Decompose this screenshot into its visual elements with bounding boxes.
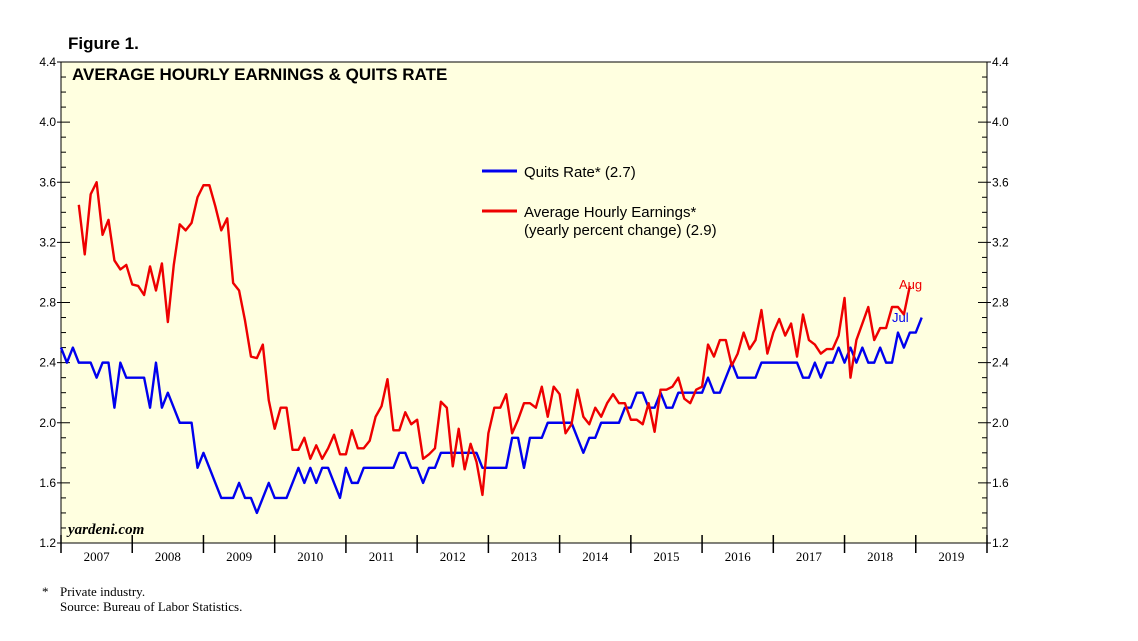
x-axis: 2007 2008 2009 2010 2011 2012 2013 2014 2015 2016… [60, 535, 988, 564]
end-label-earnings: Aug [899, 277, 922, 292]
footnote-line2: Source: Bureau of Labor Statistics. [60, 599, 243, 614]
x-tick-label: 2012 [440, 549, 466, 564]
y-tick-label-left: 2.0 [39, 416, 56, 430]
footnote-marker: * [42, 584, 49, 599]
figure-label: Figure 1. [68, 34, 139, 53]
y-tick-label-right: 2.0 [992, 416, 1009, 430]
y-tick-label-left: 1.2 [39, 536, 56, 550]
legend-label-earnings-line2: (yearly percent change) (2.9) [524, 222, 717, 239]
y-tick-label-right: 1.2 [992, 536, 1009, 550]
x-tick-label: 2015 [653, 549, 679, 564]
x-tick-label: 2019 [938, 549, 964, 564]
x-tick-label: 2011 [369, 549, 395, 564]
legend-label-earnings: Average Hourly Earnings* [524, 204, 696, 221]
footnote-line1: Private industry. [60, 584, 146, 599]
end-label-quits: Jul [892, 310, 909, 325]
x-tick-label: 2010 [297, 549, 323, 564]
footnote: * Private industry. Source: Bureau of Lab… [42, 584, 242, 614]
y-tick-label-right: 4.4 [992, 55, 1009, 69]
chart: 1.2 1.6 2.0 2.4 2.8 3.2 3.6 4.0 4.4 1.2 1.6 2.0 2.4… [39, 55, 1009, 564]
x-tick-label: 2013 [511, 549, 537, 564]
legend-label-quits: Quits Rate* (2.7) [524, 164, 636, 181]
x-tick-label: 2016 [725, 549, 752, 564]
y-axis-left: 1.2 1.6 2.0 2.4 2.8 3.2 3.6 4.0 4.4 [39, 55, 70, 550]
y-tick-label-left: 3.2 [39, 235, 56, 249]
chart-title: AVERAGE HOURLY EARNINGS & QUITS RATE [72, 65, 447, 84]
x-tick-label: 2018 [867, 549, 893, 564]
y-tick-label-left: 3.6 [39, 175, 56, 189]
legend: Quits Rate* (2.7) Average Hourly Earning… [482, 164, 717, 239]
y-tick-label-right: 2.4 [992, 356, 1009, 370]
y-tick-label-left: 1.6 [39, 476, 56, 490]
y-tick-label-right: 3.2 [992, 235, 1009, 249]
series-layer [59, 181, 923, 515]
series-line-earnings [77, 181, 912, 497]
y-tick-label-right: 4.0 [992, 115, 1009, 129]
y-tick-label-right: 3.6 [992, 175, 1009, 189]
watermark-yardeni: yardeni.com [66, 522, 144, 538]
series-line-quits [59, 317, 923, 515]
x-tick-label: 2014 [582, 549, 609, 564]
y-tick-label-left: 4.0 [39, 115, 56, 129]
plot-area [60, 61, 988, 544]
y-tick-label-right: 2.8 [992, 296, 1009, 310]
y-tick-label-right: 1.6 [992, 476, 1009, 490]
x-tick-label: 2007 [84, 549, 111, 564]
x-tick-label: 2008 [155, 549, 181, 564]
x-tick-label: 2017 [796, 549, 823, 564]
y-tick-label-left: 4.4 [39, 55, 56, 69]
y-tick-label-left: 2.4 [39, 356, 56, 370]
x-tick-label: 2009 [226, 549, 252, 564]
y-tick-label-left: 2.8 [39, 296, 56, 310]
y-axis-right: 1.2 1.6 2.0 2.4 2.8 3.2 3.6 4.0 4.4 [978, 55, 1009, 550]
